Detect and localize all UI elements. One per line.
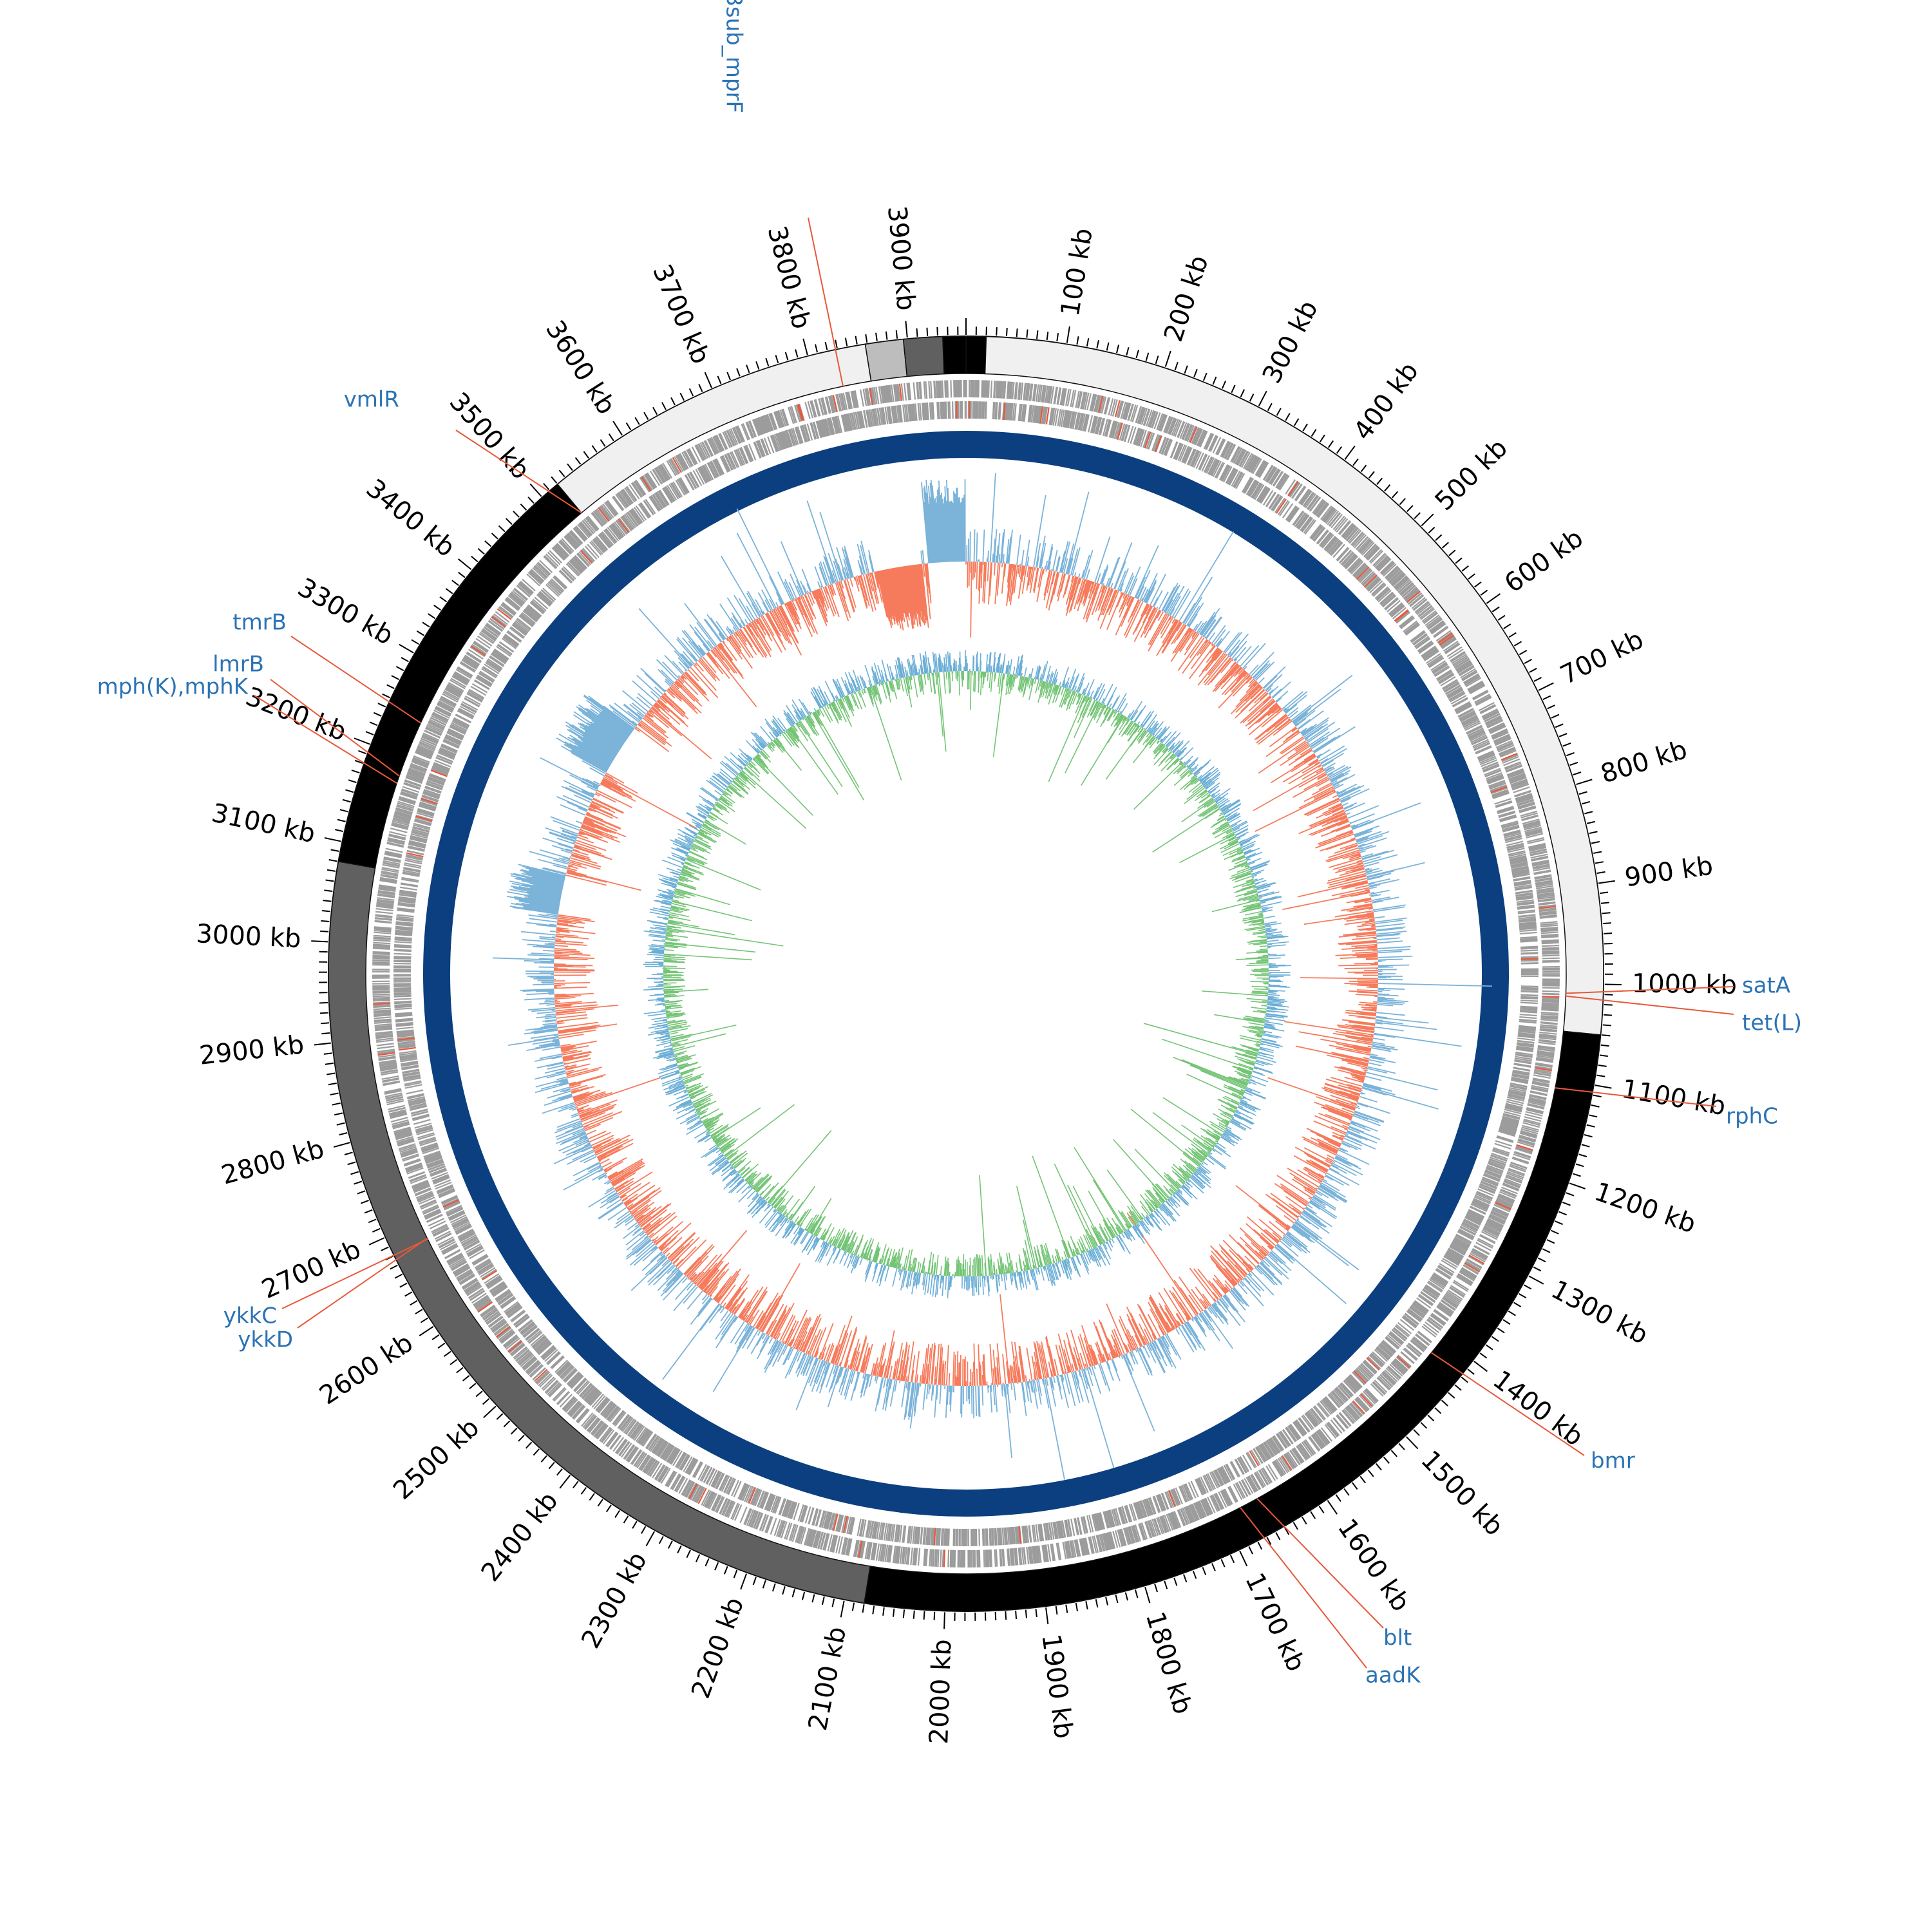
gc-skew-track bbox=[643, 650, 1291, 1299]
gene-leader-line bbox=[297, 1237, 428, 1329]
tick-label: 500 kb bbox=[1430, 433, 1513, 516]
scale-ticks bbox=[311, 318, 1622, 1629]
gene-leader-line bbox=[1566, 986, 1734, 994]
gene-label: bmr bbox=[1591, 1448, 1635, 1474]
gc-skew-outer bbox=[643, 650, 1291, 1299]
tick-label: 100 kb bbox=[1056, 226, 1099, 318]
tick-label: 200 kb bbox=[1159, 252, 1215, 345]
gc-content-positive bbox=[493, 473, 1492, 1480]
gene-leader-line bbox=[1431, 1352, 1585, 1456]
gene-leader-line bbox=[270, 679, 400, 777]
gene-leader-line bbox=[254, 695, 397, 784]
tick-label: 3800 kb bbox=[762, 223, 817, 332]
gc-content-track bbox=[493, 473, 1492, 1480]
tick-label: 2800 kb bbox=[218, 1134, 327, 1190]
gene-leader-line bbox=[1566, 995, 1734, 1015]
tick-label: 1300 kb bbox=[1546, 1274, 1653, 1350]
tick-label: 2400 kb bbox=[476, 1486, 564, 1587]
gene-label: vmlR bbox=[344, 387, 399, 413]
feature-band bbox=[372, 379, 1560, 1568]
tick-label: 1900 kb bbox=[1036, 1633, 1078, 1741]
tick-label: 1100 kb bbox=[1619, 1074, 1728, 1122]
gene-leader-line bbox=[1240, 1507, 1367, 1669]
gene-label: mph(K),mphK bbox=[97, 674, 249, 700]
gene-label: aadK bbox=[1365, 1663, 1421, 1689]
tick-label: 400 kb bbox=[1348, 357, 1425, 446]
tick-label: 1000 kb bbox=[1632, 969, 1738, 1000]
tick-label: 1800 kb bbox=[1140, 1609, 1198, 1718]
tick-label: 900 kb bbox=[1623, 851, 1715, 893]
contig-segment bbox=[984, 336, 1604, 1036]
contig-segment bbox=[942, 336, 967, 375]
gene-label: tet(L) bbox=[1742, 1010, 1802, 1036]
tick-label: 2000 kb bbox=[924, 1639, 957, 1745]
gene-leader-line bbox=[455, 430, 582, 514]
contig-segment bbox=[965, 336, 987, 375]
contig-segment bbox=[864, 338, 908, 382]
gc-skew-inner bbox=[663, 671, 1269, 1277]
tick-label: 2500 kb bbox=[388, 1413, 485, 1506]
feature-highlights bbox=[373, 383, 1560, 1567]
contig-segment bbox=[902, 336, 945, 377]
tick-label: 1600 kb bbox=[1332, 1513, 1416, 1616]
gene-label: lmrB bbox=[213, 652, 264, 677]
tick-label: 3500 kb bbox=[444, 387, 536, 485]
gene-leader-line bbox=[281, 1238, 428, 1309]
tick-label: 3200 kb bbox=[242, 682, 350, 748]
tick-label: 3600 kb bbox=[540, 316, 621, 420]
gene-leader-line bbox=[290, 636, 421, 724]
tick-label: 700 kb bbox=[1556, 625, 1649, 690]
backbone-ring bbox=[423, 431, 1509, 1517]
tick-label: 2900 kb bbox=[198, 1030, 305, 1070]
gene-label: Bsub_mprF bbox=[721, 0, 747, 113]
tick-label: 1500 kb bbox=[1415, 1445, 1509, 1542]
gc-content-negative bbox=[554, 562, 1379, 1387]
contig-ring bbox=[328, 336, 1604, 1612]
feature-ring bbox=[372, 379, 1560, 1568]
tick-label: 300 kb bbox=[1257, 296, 1324, 388]
tick-label: 1400 kb bbox=[1487, 1365, 1589, 1452]
tick-label: 3700 kb bbox=[647, 260, 715, 368]
gene-label: satA bbox=[1742, 973, 1790, 999]
gene-label: rphC bbox=[1726, 1104, 1778, 1130]
tick-label: 800 kb bbox=[1597, 735, 1690, 790]
gene-label: ykkC bbox=[223, 1303, 277, 1329]
tick-label: 3100 kb bbox=[209, 798, 318, 849]
gene-leader-line bbox=[1555, 1087, 1717, 1107]
gene-leader-line bbox=[1256, 1498, 1384, 1629]
tick-label: 3400 kb bbox=[361, 473, 460, 563]
gene-label: ykkD bbox=[238, 1327, 293, 1353]
tick-label: 2200 kb bbox=[686, 1593, 750, 1702]
tick-label: 2100 kb bbox=[803, 1624, 852, 1733]
tick-label: 1200 kb bbox=[1591, 1177, 1700, 1240]
gene-leader-line bbox=[808, 217, 844, 386]
tick-label: 2600 kb bbox=[314, 1328, 418, 1410]
tick-label: 600 kb bbox=[1499, 523, 1589, 598]
feature-band bbox=[393, 401, 1539, 1547]
gene-label: blt bbox=[1383, 1625, 1412, 1651]
tick-label: 3300 kb bbox=[292, 573, 398, 651]
tick-label: 3900 kb bbox=[882, 205, 921, 312]
tick-label: 2300 kb bbox=[576, 1547, 653, 1653]
tick-label: 3000 kb bbox=[195, 919, 301, 954]
gene-label: tmrB bbox=[232, 610, 287, 636]
feature-highlights bbox=[397, 401, 1539, 1546]
